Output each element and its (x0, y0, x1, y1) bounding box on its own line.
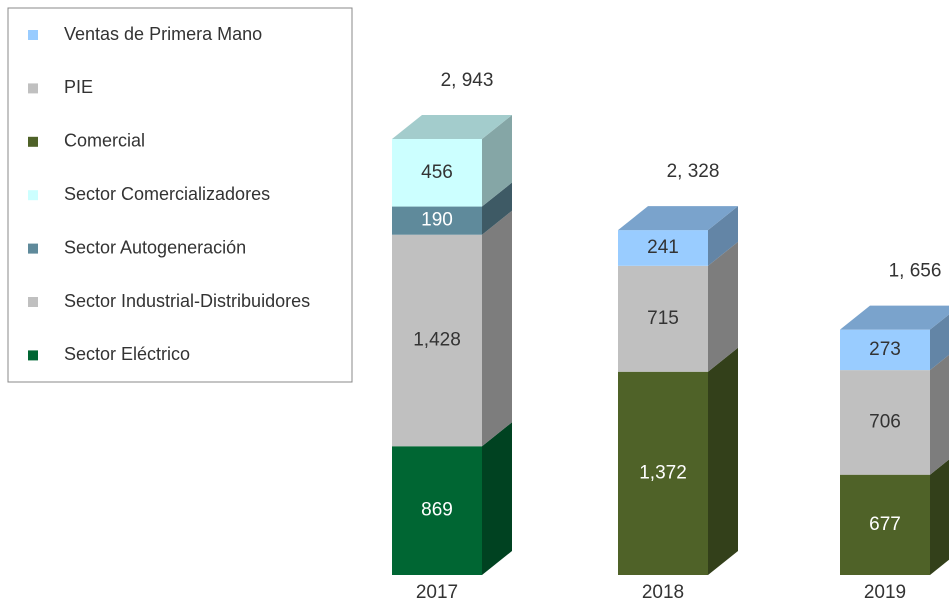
data-label: 456 (421, 162, 453, 183)
bar-segment (618, 265, 708, 372)
data-label: 241 (647, 237, 679, 258)
total-label: 1, 656 (889, 261, 942, 282)
bar-segment-side (930, 314, 949, 371)
bar-segment-side (930, 459, 949, 575)
legend-swatch (28, 243, 38, 254)
bar-segment-side (708, 347, 738, 575)
data-label: 1,428 (413, 329, 461, 350)
bar-segment (840, 370, 930, 475)
bar-segment-side (930, 354, 949, 475)
bar-segment-side (708, 206, 738, 266)
bar-segment (618, 371, 708, 575)
data-label: 869 (421, 500, 453, 521)
bar-segment-side (482, 210, 512, 447)
bar-segment (840, 474, 930, 575)
legend-label: Sector Industrial-Distribuidores (64, 291, 310, 311)
bar-segment (840, 329, 930, 371)
legend-label: Sector Autogeneración (64, 237, 246, 257)
x-tick-label: 2019 (864, 582, 906, 603)
legend-label: Sector Comercializadores (64, 184, 270, 204)
bar-segment (392, 206, 482, 235)
data-label: 677 (869, 514, 901, 535)
bar-segment (392, 446, 482, 575)
bar-segment (392, 139, 482, 207)
bar-segment-side (482, 182, 512, 235)
legend-label: Sector Eléctrico (64, 344, 190, 364)
legend-swatch (28, 30, 38, 40)
data-label: 1,372 (639, 462, 687, 483)
legend-box (7, 7, 353, 383)
data-label: 715 (647, 308, 679, 329)
x-tick-label: 2017 (416, 582, 458, 603)
legend-swatch (28, 190, 38, 201)
data-label: 706 (869, 411, 901, 432)
bar-top (392, 115, 512, 139)
total-label: 2, 943 (441, 70, 494, 91)
legend-swatch (28, 83, 38, 94)
legend-label: PIE (64, 77, 93, 97)
bar-segment-side (482, 115, 512, 207)
x-tick-label: 2018 (642, 582, 684, 603)
bar-segment-side (708, 241, 738, 372)
total-label: 2, 328 (667, 161, 720, 182)
legend-label: Comercial (64, 131, 145, 151)
data-label: 190 (421, 210, 453, 231)
data-label: 273 (869, 339, 901, 360)
bar-top (840, 305, 949, 330)
legend-swatch (28, 297, 38, 307)
bar-segment-side (482, 422, 512, 575)
bar-segment (618, 230, 708, 266)
legend-label: Ventas de Primera Mano (64, 24, 262, 44)
legend-swatch (28, 136, 38, 147)
legend-swatch (28, 350, 38, 361)
bar-top (618, 206, 738, 231)
bar-segment (392, 234, 482, 447)
